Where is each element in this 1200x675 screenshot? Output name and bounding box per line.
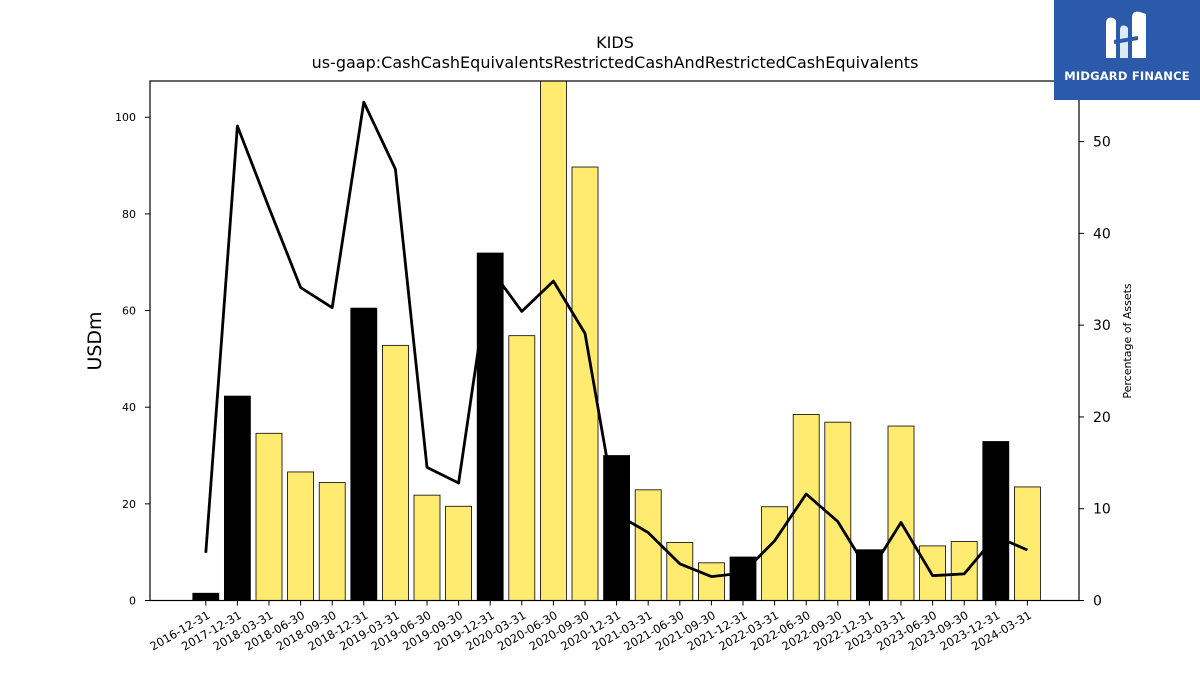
bar	[350, 307, 378, 601]
y2-tick-label: 20	[1093, 410, 1111, 426]
percentage-line-series	[204, 100, 1028, 578]
y2-axis-label: Percentage of Assets	[1121, 283, 1134, 399]
bar	[255, 432, 283, 601]
x-axis: 2016-12-312017-12-312018-03-312018-06-30…	[147, 600, 1034, 654]
bar	[824, 421, 852, 601]
y-tick-label: 80	[122, 208, 136, 221]
y2-tick-label: 10	[1093, 502, 1111, 518]
chart-title: KIDS	[596, 33, 634, 52]
bar	[413, 494, 441, 601]
midgard-m-logo-icon	[1106, 11, 1146, 59]
y-tick-label: 40	[122, 401, 136, 414]
bar	[476, 252, 504, 601]
y2-tick-label: 0	[1093, 594, 1102, 610]
y-tick-label: 0	[129, 595, 136, 608]
bar	[540, 80, 567, 601]
y-axis-label: USDm	[84, 311, 106, 370]
percentage-line	[204, 100, 1028, 578]
bar	[666, 542, 694, 601]
y2-tick-label: 50	[1093, 135, 1111, 151]
bar	[223, 395, 251, 601]
y-tick-label: 100	[115, 111, 136, 124]
y2-tick-label: 40	[1093, 226, 1111, 242]
bar	[982, 441, 1010, 601]
bar	[887, 425, 915, 601]
bar	[950, 541, 978, 601]
y2-tick-label: 30	[1093, 318, 1111, 334]
right-y-axis: 0 10 20 30 40 50	[1079, 135, 1111, 610]
y-tick-label: 20	[122, 498, 136, 511]
bar	[603, 455, 630, 601]
bar	[634, 489, 662, 601]
y-tick-label: 60	[122, 305, 136, 318]
bar	[318, 482, 346, 601]
left-y-axis: 0 20 40 60 80 100	[115, 111, 150, 608]
plot-frame	[149, 80, 1080, 602]
brand-logo: MIDGARD FINANCE	[1054, 0, 1200, 100]
bar	[761, 506, 788, 601]
bar	[1014, 486, 1041, 601]
chart-subtitle: us-gaap:CashCashEquivalentsRestrictedCas…	[312, 53, 919, 72]
bar	[445, 505, 473, 601]
bar	[287, 471, 315, 601]
brand-name: MIDGARD FINANCE	[1064, 69, 1190, 83]
bar	[192, 592, 220, 601]
bar	[381, 344, 409, 601]
bar	[508, 335, 536, 601]
bar	[698, 562, 725, 601]
bar-series	[192, 80, 1041, 601]
